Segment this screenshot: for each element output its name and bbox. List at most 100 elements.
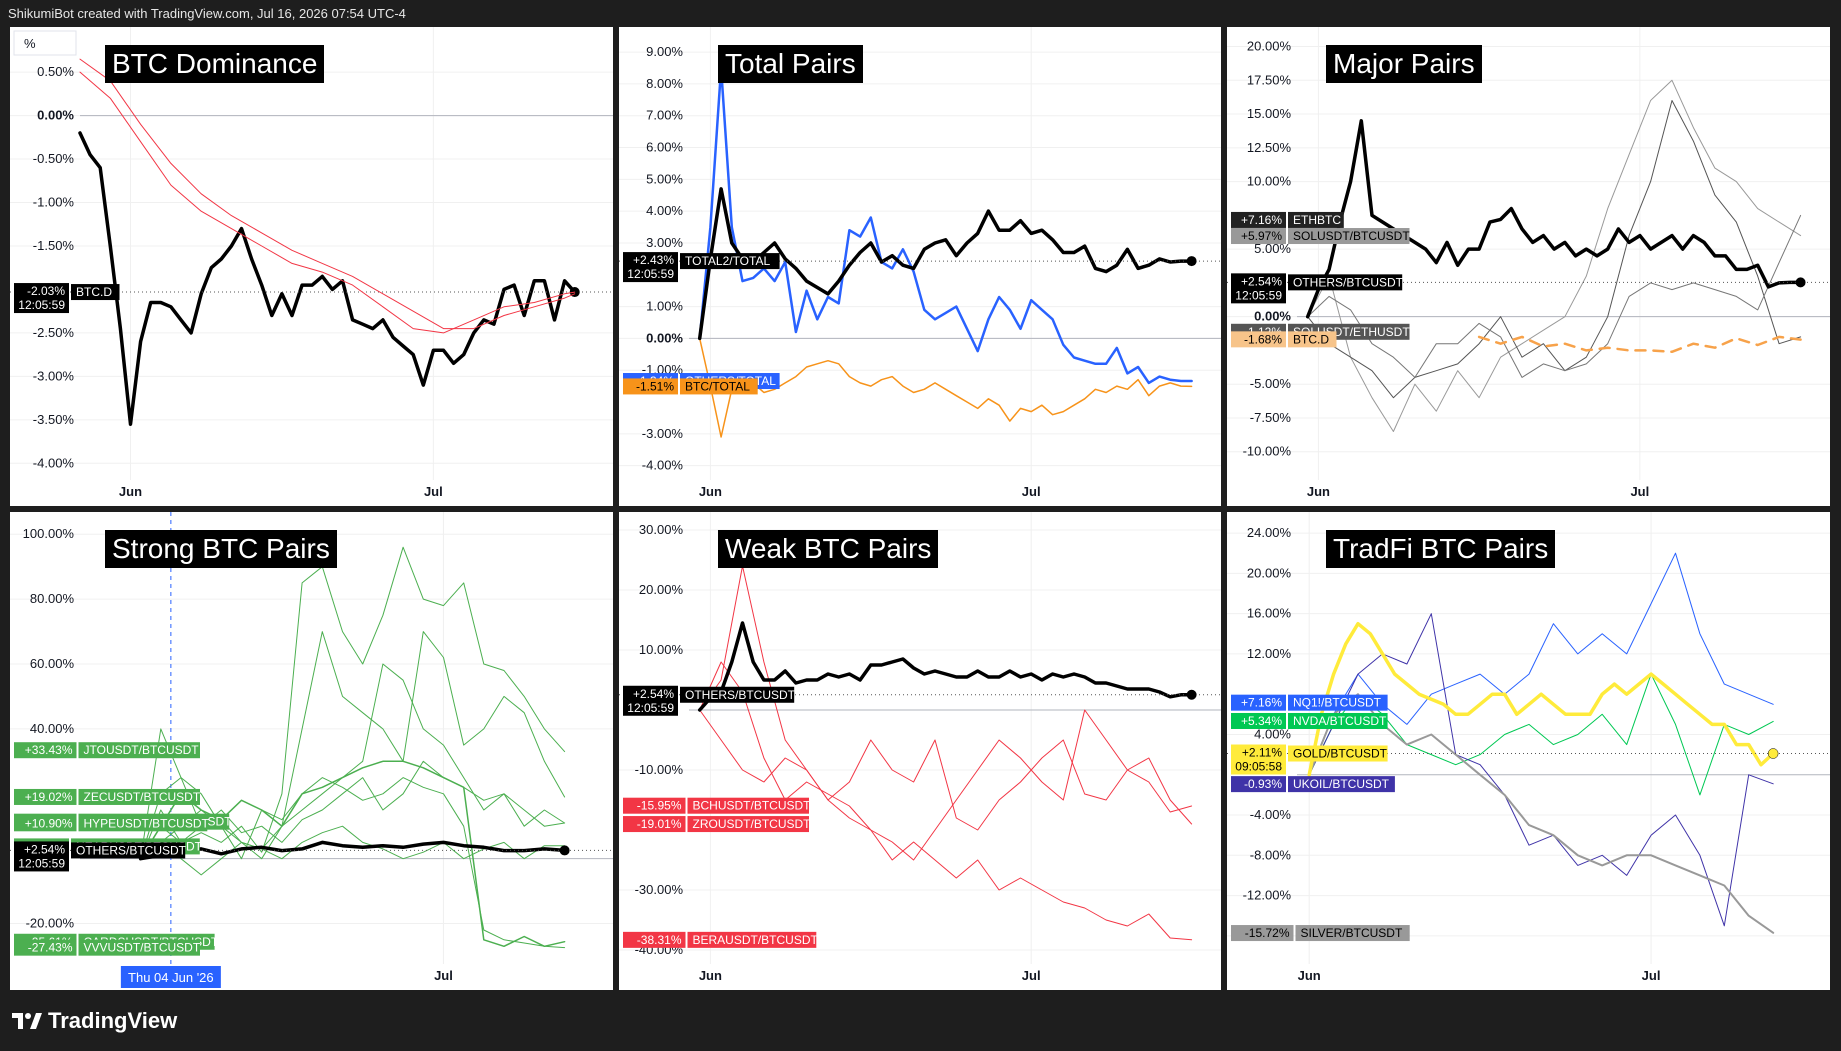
value-label-name-bg <box>1288 776 1395 793</box>
series-line-btc-d <box>1477 335 1802 354</box>
value-label-name: OTHERS/BTCUSDT <box>76 843 187 857</box>
value-label-value: -15.72% <box>1245 926 1290 940</box>
y-tick-label: 100.00% <box>23 526 75 541</box>
y-tick-label: 60.00% <box>30 656 75 671</box>
chart-title: Major Pairs <box>1326 45 1482 83</box>
value-label-nq1-btcusdt: +7.16% NQ1!/BTCUSDT <box>1231 694 1388 711</box>
value-label-bg <box>623 931 686 948</box>
series-line-solusdt-btcusdt <box>1307 79 1802 432</box>
crosshair-date-badge <box>120 966 221 988</box>
series-line-nq1-btcusdt <box>1308 552 1774 776</box>
y-tick-label: -4.00% <box>642 458 684 473</box>
x-tick-label: Jun <box>119 484 142 499</box>
value-label-name: SILVER/BTCUSDT <box>1301 926 1403 940</box>
x-tick-label: Jun <box>699 968 722 983</box>
y-tick-label: 10.00% <box>1247 174 1292 189</box>
last-point-marker <box>1186 689 1197 700</box>
y-tick-label: 15.00% <box>1247 106 1292 121</box>
y-tick-label: -10.00% <box>635 762 684 777</box>
chart-panel-total-pairs[interactable]: 9.00% 8.00% 7.00% 6.00% 5.00% 4.00% 3.00% 1.00%… <box>619 27 1221 506</box>
y-tick-label: 0.00% <box>646 330 683 345</box>
y-tick-label: -0.50% <box>33 151 75 166</box>
value-label-time: 12:05:59 <box>1235 288 1282 302</box>
series-line-hypeusdt-btcusdt <box>140 760 566 860</box>
value-label-name: NVDA/BTCUSDT <box>1293 714 1387 728</box>
value-label-others-btcusdt: +2.54%12:05:59 OTHERS/BTCUSDT <box>1231 273 1404 304</box>
value-label-value: -15.95% <box>637 799 682 813</box>
y-tick-label: 4.00% <box>646 203 683 218</box>
chart-panel-btc-dominance[interactable]: 0.50% 0.00% -0.50% -1.00% -1.50% -2.50% -3.00%… <box>10 27 613 506</box>
y-tick-label: -10.00% <box>1243 444 1292 459</box>
value-label-btc-d: -1.68% BTC.D <box>1231 331 1337 348</box>
y-tick-label: -3.50% <box>33 412 75 427</box>
value-label-name-bg <box>78 939 200 956</box>
series-line-total2-total <box>697 187 1194 341</box>
value-label-name: HYPEUSDT/BTCUSDT <box>84 816 210 830</box>
chart-panel-tradfi-btc-pairs[interactable]: 24.00% 20.00% 16.00% 12.00% 4.00% -4.00% -8.00… <box>1227 512 1830 990</box>
value-label-ukoil-btcusdt: -0.93% UKOIL/BTCUSDT <box>1231 776 1395 793</box>
y-tick-label: -1.00% <box>33 195 75 210</box>
footer-brand[interactable]: TradingView <box>12 1008 177 1034</box>
value-label-value: +7.16% <box>1241 696 1282 710</box>
value-label-bg <box>14 815 77 832</box>
value-label-name: NQ1!/BTCUSDT <box>1293 696 1382 710</box>
series-line-ethbtc <box>1307 214 1802 378</box>
y-tick-label: 8.00% <box>646 76 683 91</box>
value-label-value: -27.43% <box>28 941 73 955</box>
chart-svg: 24.00% 20.00% 16.00% 12.00% 4.00% -4.00% -8.00… <box>1227 512 1830 983</box>
series-line-others-btcusdt <box>138 840 567 861</box>
value-label-name-bg <box>1288 694 1388 711</box>
y-tick-label: 10.00% <box>639 642 684 657</box>
chart-panel-strong-btc-pairs[interactable]: 100.00% 80.00% 60.00% 40.00% -20.00% Jul Thu 0… <box>10 512 613 990</box>
value-label-value: +7.16% <box>1241 213 1282 227</box>
value-label-name-bg <box>687 931 817 948</box>
y-tick-label: 0.00% <box>37 108 74 123</box>
chart-panel-weak-btc-pairs[interactable]: 30.00% 20.00% 10.00% -10.00% -30.00% -40.00% J… <box>619 512 1221 990</box>
value-label-jtousdt-btcusdt: +33.43% JTOUSDT/BTCUSDT <box>14 742 200 759</box>
value-label-value: -0.93% <box>1244 777 1282 791</box>
chart-panel-major-pairs[interactable]: 20.00% 17.50% 15.00% 12.50% 10.00% 5.00% 0.00%… <box>1227 27 1830 506</box>
value-label-name: OTHERS/BTCUSDT <box>1293 275 1404 289</box>
y-tick-label: -3.00% <box>642 426 684 441</box>
value-label-name: ZECUSDT/BTCUSDT <box>84 790 201 804</box>
x-tick-label: Jul <box>1022 484 1041 499</box>
y-tick-label: -4.00% <box>1250 807 1292 822</box>
y-tick-label: 4.00% <box>1254 726 1291 741</box>
value-label-btc-d: -2.03%12:05:59 BTC.D <box>14 283 120 314</box>
unit-badge-label: % <box>24 36 36 51</box>
value-label-value: +2.43% <box>633 253 674 267</box>
last-point-marker <box>559 845 570 856</box>
y-tick-label: -5.00% <box>1250 376 1292 391</box>
series-line-btc-total <box>698 337 1193 438</box>
series-line-ma-fast <box>79 71 576 334</box>
value-label-name-bg <box>687 816 809 833</box>
y-tick-label: 20.00% <box>639 582 684 597</box>
series-line-others-btcusdt <box>697 621 1194 712</box>
value-label-name-bg <box>71 284 120 301</box>
y-tick-label: -30.00% <box>635 882 684 897</box>
series-line-others-total <box>698 66 1193 385</box>
value-label-name: BTC.D <box>1293 332 1329 346</box>
chart-svg: 20.00% 17.50% 15.00% 12.50% 10.00% 5.00% 0.00%… <box>1227 27 1830 499</box>
value-label-bg <box>14 841 69 872</box>
y-tick-label: 1.00% <box>646 299 683 314</box>
series-line-solusdt-ethusdt <box>1307 100 1802 399</box>
header-credit: ShikumiBot created with TradingView.com,… <box>8 6 406 21</box>
value-label-bg <box>623 816 686 833</box>
y-tick-label: 80.00% <box>30 591 75 606</box>
y-tick-label: 17.50% <box>1247 72 1292 87</box>
value-label-bchusdt-btcusdt: -15.95% BCHUSDT/BTCUSDT <box>623 797 811 814</box>
y-tick-label: 5.00% <box>646 171 683 186</box>
value-label-name: BTC/TOTAL <box>685 379 750 393</box>
value-label-total2-total: +2.43%12:05:59 TOTAL2/TOTAL <box>623 252 780 283</box>
value-label-value: +5.34% <box>1241 714 1282 728</box>
series-line-gold-btcusdt <box>1307 621 1775 777</box>
value-label-name: UKOIL/BTCUSDT <box>1293 777 1390 791</box>
y-tick-label: 0.00% <box>1254 309 1291 324</box>
value-label-name-bg <box>680 378 758 395</box>
value-label-value: +2.54% <box>24 842 65 856</box>
value-label-value: +33.43% <box>25 743 73 757</box>
x-tick-label: Jul <box>1022 968 1041 983</box>
value-label-nvda-btcusdt: +5.34% NVDA/BTCUSDT <box>1231 712 1388 729</box>
series-line-btc-d <box>78 131 577 426</box>
